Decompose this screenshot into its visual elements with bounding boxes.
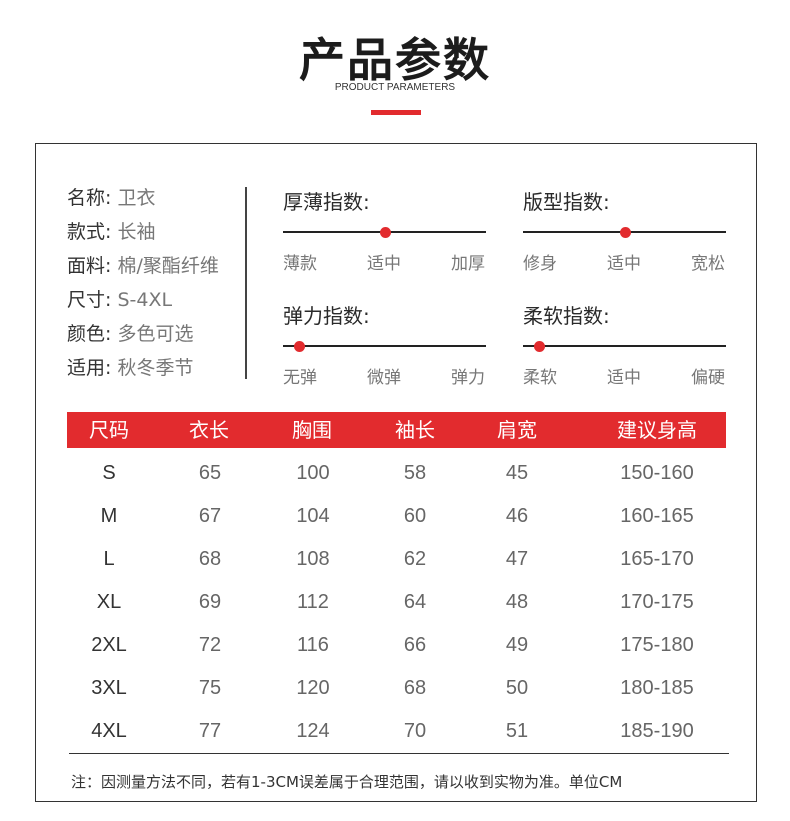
parameters-panel — [35, 143, 757, 802]
index-label: 无弹 — [283, 368, 317, 388]
spec-key: 适用: — [67, 357, 112, 379]
index-title-thickness: 厚薄指数: — [283, 190, 370, 214]
spec-row-name: 名称: 卫衣 — [67, 187, 155, 209]
spec-value: 卫衣 — [117, 187, 156, 209]
table-cell: 180-185 — [620, 677, 694, 699]
title-accent-bar — [371, 110, 421, 115]
index-label: 偏硬 — [691, 368, 725, 388]
spec-row-color: 颜色: 多色可选 — [67, 323, 193, 345]
table-cell: 65 — [198, 462, 222, 484]
table-cell: 124 — [296, 720, 330, 742]
index-label: 适中 — [607, 254, 641, 274]
table-cell: 75 — [198, 677, 222, 699]
column-header-chest: 胸围 — [292, 418, 332, 442]
table-cell: XL — [96, 591, 122, 613]
table-cell: 49 — [505, 634, 529, 656]
table-cell: 67 — [198, 505, 222, 527]
column-header-shoulder: 肩宽 — [497, 418, 537, 442]
table-cell: 48 — [505, 591, 529, 613]
index-track-elasticity — [283, 345, 486, 347]
index-marker-fit — [619, 227, 631, 238]
table-cell: 185-190 — [620, 720, 694, 742]
index-label: 弹力 — [451, 368, 485, 388]
size-table-header: 尺码 衣长 胸围 袖长 肩宽 建议身高 — [67, 412, 726, 448]
table-cell: 64 — [403, 591, 427, 613]
index-label: 柔软 — [523, 368, 557, 388]
measurement-note: 注：因测量方法不同，若有1-3CM误差属于合理范围，请以收到实物为准。单位CM — [71, 773, 623, 791]
table-cell: 120 — [296, 677, 330, 699]
table-cell: 47 — [505, 548, 529, 570]
table-cell: 104 — [296, 505, 330, 527]
spec-value: S-4XL — [117, 289, 173, 311]
table-cell: 2XL — [91, 634, 127, 656]
spec-key: 尺寸: — [67, 289, 112, 311]
table-cell: 60 — [403, 505, 427, 527]
table-cell: M — [100, 505, 118, 527]
index-label: 薄款 — [283, 254, 317, 274]
index-label: 适中 — [367, 254, 401, 274]
table-cell: 165-170 — [620, 548, 694, 570]
column-header-size: 尺码 — [89, 418, 129, 442]
page-subtitle: PRODUCT PARAMETERS — [334, 82, 456, 93]
table-cell: 3XL — [91, 677, 127, 699]
spec-row-size: 尺寸: S-4XL — [67, 289, 172, 311]
index-title-softness: 柔软指数: — [523, 304, 610, 328]
spec-value: 长袖 — [117, 221, 156, 243]
spec-key: 颜色: — [67, 323, 112, 345]
table-cell: 175-180 — [620, 634, 694, 656]
table-cell: 4XL — [91, 720, 127, 742]
index-title-fit: 版型指数: — [523, 190, 610, 214]
spec-row-season: 适用: 秋冬季节 — [67, 357, 193, 379]
spec-value: 多色可选 — [117, 323, 194, 345]
table-cell: 77 — [198, 720, 222, 742]
column-header-height: 建议身高 — [617, 418, 697, 442]
index-marker-thickness — [379, 227, 391, 238]
spec-divider — [245, 187, 247, 379]
table-cell: 70 — [403, 720, 427, 742]
table-cell: 68 — [198, 548, 222, 570]
table-bottom-rule — [69, 753, 729, 754]
table-cell: 51 — [505, 720, 529, 742]
table-cell: 58 — [403, 462, 427, 484]
index-label: 加厚 — [451, 254, 485, 274]
table-cell: 68 — [403, 677, 427, 699]
table-cell: 170-175 — [620, 591, 694, 613]
table-cell: 150-160 — [620, 462, 694, 484]
table-cell: S — [102, 462, 116, 484]
index-label: 修身 — [523, 254, 557, 274]
index-track-softness — [523, 345, 726, 347]
table-cell: 66 — [403, 634, 427, 656]
table-cell: L — [103, 548, 115, 570]
table-cell: 45 — [505, 462, 529, 484]
column-header-length: 衣长 — [189, 418, 229, 442]
page-title: 产品参数 — [299, 33, 491, 87]
column-header-sleeve: 袖长 — [395, 418, 435, 442]
table-cell: 100 — [296, 462, 330, 484]
index-label: 微弹 — [367, 368, 401, 388]
index-marker-softness — [534, 341, 546, 352]
table-cell: 72 — [198, 634, 222, 656]
spec-key: 款式: — [67, 221, 112, 243]
table-cell: 160-165 — [620, 505, 694, 527]
index-label: 宽松 — [691, 254, 725, 274]
spec-key: 名称: — [67, 187, 112, 209]
spec-row-fabric: 面料: 棉/聚酯纤维 — [67, 255, 219, 277]
table-cell: 116 — [297, 634, 329, 656]
spec-value: 秋冬季节 — [117, 357, 194, 379]
spec-value: 棉/聚酯纤维 — [117, 255, 219, 277]
table-cell: 46 — [505, 505, 529, 527]
table-cell: 108 — [296, 548, 330, 570]
table-cell: 50 — [505, 677, 529, 699]
spec-key: 面料: — [67, 255, 112, 277]
table-cell: 62 — [403, 548, 427, 570]
index-marker-elasticity — [294, 341, 306, 352]
index-label: 适中 — [607, 368, 641, 388]
table-cell: 112 — [297, 591, 329, 613]
spec-row-style: 款式: 长袖 — [67, 221, 155, 243]
index-title-elasticity: 弹力指数: — [283, 304, 370, 328]
table-cell: 69 — [198, 591, 222, 613]
